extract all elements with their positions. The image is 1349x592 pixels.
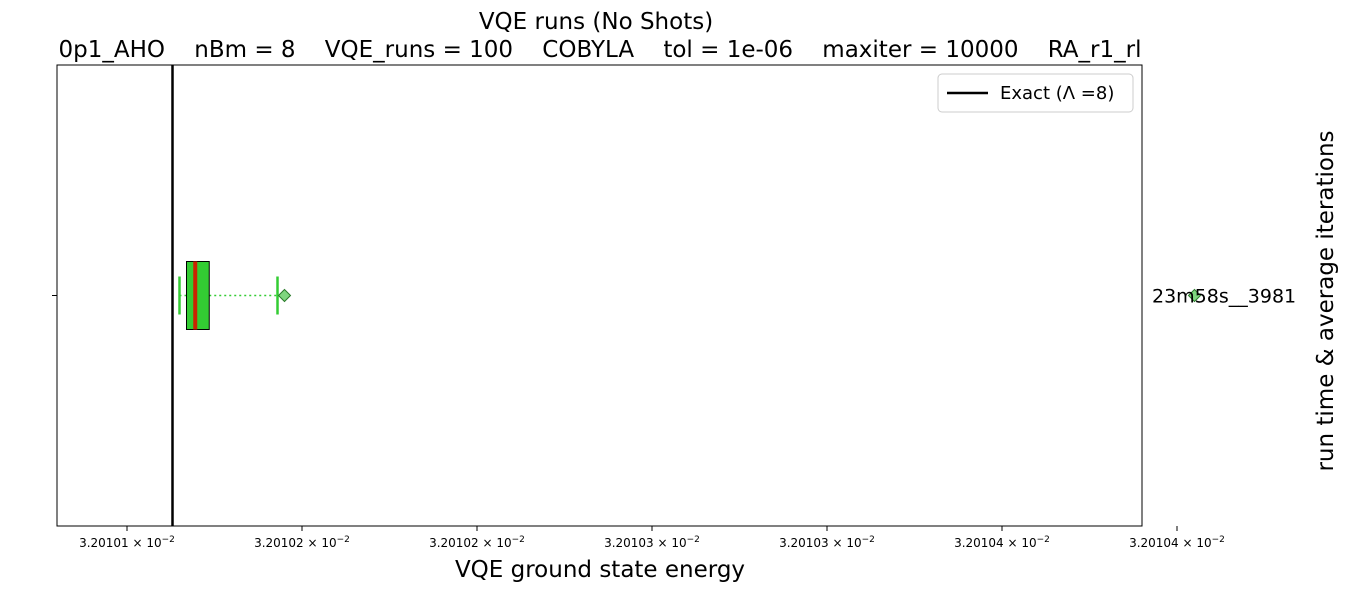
mean-marker (277, 288, 292, 303)
x-tick-label: 3.20104 × 10−2 (954, 535, 1050, 550)
outlier-marker (1187, 288, 1202, 303)
x-tick-label: 3.20101 × 10−2 (79, 535, 175, 550)
legend-exact-label: Exact (Λ =8) (1000, 83, 1114, 104)
legend-frame (937, 73, 1134, 113)
box (186, 261, 210, 330)
x-axis-label: VQE ground state energy (455, 557, 745, 583)
chart-title: VQE runs (No Shots) (479, 9, 713, 35)
category-label: 23m58s__3981 (1152, 286, 1296, 308)
chart-subtitle: 0p1_AHO nBm = 8 VQE_runs = 100 COBYLA to… (59, 37, 1142, 63)
x-tick-label: 3.20102 × 10−2 (254, 535, 350, 550)
x-tick-label: 3.20104 × 10−2 (1129, 535, 1225, 550)
x-tick-label: 3.20103 × 10−2 (604, 535, 700, 550)
x-tick-label: 3.20102 × 10−2 (429, 535, 525, 550)
x-tick-label: 3.20103 × 10−2 (779, 535, 875, 550)
y-axis-label: run time & average iterations (1313, 130, 1339, 471)
legend: Exact (Λ =8) (937, 73, 1134, 113)
